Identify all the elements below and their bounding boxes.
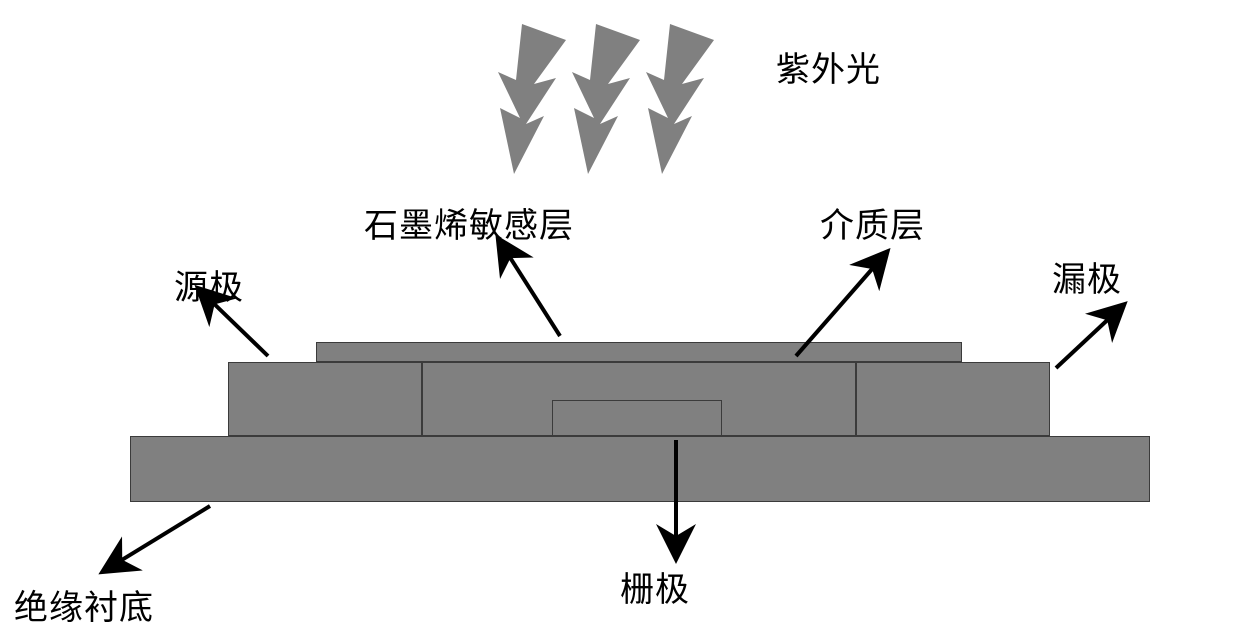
lightning-bolt-icon	[646, 24, 714, 174]
drain-electrode-label: 漏极	[1052, 252, 1122, 301]
source-electrode-label: 源极	[174, 260, 244, 309]
graphene-sensing-layer	[316, 342, 962, 362]
substrate-layer	[130, 436, 1150, 502]
source-electrode	[228, 362, 422, 436]
arrow-substrate	[112, 506, 210, 566]
lightning-bolt-icon	[498, 24, 566, 174]
uv-light-label: 紫外光	[776, 42, 881, 91]
sensing-layer-label: 石墨烯敏感层	[364, 198, 574, 247]
dielectric-layer-label: 介质层	[820, 198, 925, 247]
gate-electrode	[552, 400, 722, 436]
gate-electrode-label: 栅极	[620, 562, 690, 611]
diagram-stage: 紫外光 石墨烯敏感层 介质层 源极 漏极 栅极 绝缘衬底	[0, 0, 1246, 632]
arrow-drain	[1056, 312, 1116, 368]
lightning-bolt-icon	[572, 24, 640, 174]
uv-light-bolts	[498, 24, 714, 174]
device-diagram-svg	[0, 0, 1246, 632]
substrate-label: 绝缘衬底	[14, 580, 154, 629]
arrow-sensing	[504, 248, 560, 336]
drain-electrode	[856, 362, 1050, 436]
